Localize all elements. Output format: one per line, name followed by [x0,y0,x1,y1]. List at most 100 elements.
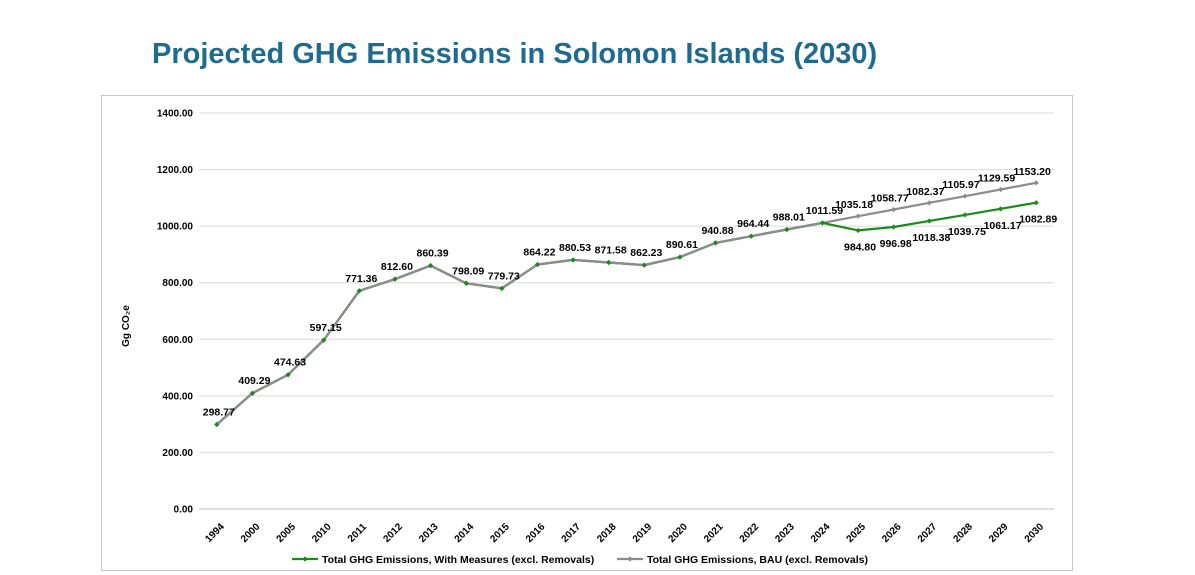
y-axis-label: Gg CO₂e [121,305,132,347]
data-label: 798.09 [452,265,484,277]
data-point [819,220,826,226]
y-tick-label: 1200.00 [157,165,194,176]
data-point [285,372,291,378]
data-label: 890.61 [666,239,698,251]
x-tick-label: 2026 [880,521,904,545]
x-tick-label: 2030 [1023,521,1047,545]
x-tick-label: 2029 [987,521,1011,545]
line-chart: 0.00 200.00 400.00 600.00 800.00 1000.00 1200.… [121,109,1058,567]
x-tick-label: 2000 [239,521,263,545]
y-tick-label: 1000.00 [157,222,194,233]
x-tick-label: 2017 [560,521,584,545]
legend: Total GHG Emissions, With Measures (excl… [292,554,868,566]
data-labels: 298.77 409.29 474.63 597.15 771.36 812.60 860.… [203,166,1058,419]
data-point [855,213,861,219]
series-lines [216,181,1037,426]
data-label: 862.23 [630,247,662,259]
data-label: 864.22 [523,247,555,259]
x-tick-label: 2019 [631,521,655,545]
data-point [641,262,647,268]
data-label: 812.60 [381,261,413,273]
data-point [891,224,897,230]
x-tick-label: 2015 [488,521,512,545]
x-tick-label: 2023 [773,521,797,545]
x-tick-label: 2024 [809,521,833,545]
data-label: 1153.20 [1013,166,1051,178]
data-label: 298.77 [203,406,235,418]
data-label: 1082.37 [906,186,944,198]
data-point [606,259,612,266]
x-tick-label: 2005 [275,521,299,545]
data-label: 474.63 [274,357,306,369]
x-tick-label: 2022 [738,521,762,545]
data-label: 996.98 [880,238,912,250]
x-tick-label: 2018 [595,521,619,545]
x-tick-label: 2011 [346,521,369,544]
data-point [926,200,932,206]
chart-frame: 0.00 200.00 400.00 600.00 800.00 1000.00 1200.… [101,95,1073,571]
series-points [214,180,1039,428]
data-label: 409.29 [238,375,270,387]
data-point [855,227,861,234]
x-tick-label: 2020 [666,521,690,545]
data-point [962,193,968,199]
data-label: 860.39 [417,248,449,260]
x-tick-label: 2027 [916,521,940,545]
data-label: 988.01 [773,212,805,224]
y-axis-ticks: 0.00 200.00 400.00 600.00 800.00 1000.00 1200.… [157,109,194,516]
y-tick-label: 600.00 [162,335,193,346]
data-point [962,212,968,218]
data-point [891,206,897,213]
data-label: 1129.59 [978,172,1016,184]
data-point [712,240,719,246]
x-tick-label: 2010 [310,521,334,545]
data-label: 1039.75 [948,226,986,238]
y-tick-label: 0.00 [174,505,194,516]
legend-entry: Total GHG Emissions, BAU (excl. Removals… [647,554,868,566]
data-point [748,233,754,239]
data-point [997,186,1004,193]
y-tick-label: 400.00 [162,391,193,402]
data-point [997,206,1004,212]
data-label: 1061.17 [984,220,1022,232]
x-tick-label: 2028 [951,521,975,545]
data-label: 871.58 [595,244,627,256]
data-label: 1105.97 [942,179,980,191]
data-point [321,337,327,343]
data-point [356,288,362,294]
data-point [249,390,256,396]
x-tick-label: 1994 [203,521,227,545]
data-label: 1035.18 [835,199,873,211]
data-label: 880.53 [559,242,591,254]
data-point [570,257,576,263]
gridlines [199,112,1054,510]
data-point [784,226,790,233]
x-tick-label: 2012 [381,521,405,545]
data-point [926,218,932,224]
x-tick-label: 2016 [524,521,548,545]
data-point [1033,180,1039,186]
data-label: 1011.59 [806,205,844,217]
data-label: 984.80 [844,241,876,253]
data-label: 940.88 [702,225,734,237]
x-tick-label: 2013 [417,521,441,545]
data-label: 779.73 [488,270,520,282]
data-point [214,421,220,428]
data-label: 964.44 [737,218,769,230]
data-label: 1082.89 [1019,214,1057,226]
y-tick-label: 800.00 [162,278,193,289]
y-tick-label: 200.00 [162,448,193,459]
data-label: 771.36 [345,273,377,285]
x-tick-label: 2025 [845,521,869,545]
legend-marker [302,556,308,562]
series-line [216,181,1037,426]
data-point [1033,200,1039,206]
data-point [534,261,541,268]
x-tick-label: 2014 [453,521,477,545]
shared-series-line [216,221,823,426]
legend-entry: Total GHG Emissions, With Measures (excl… [322,554,594,566]
data-label: 1018.38 [912,232,950,244]
x-tick-label: 2021 [702,521,726,545]
x-axis-ticks: 1994 2000 2005 2010 2011 2012 2013 2014 2015 2016… [203,521,1046,545]
legend-marker [627,556,633,562]
